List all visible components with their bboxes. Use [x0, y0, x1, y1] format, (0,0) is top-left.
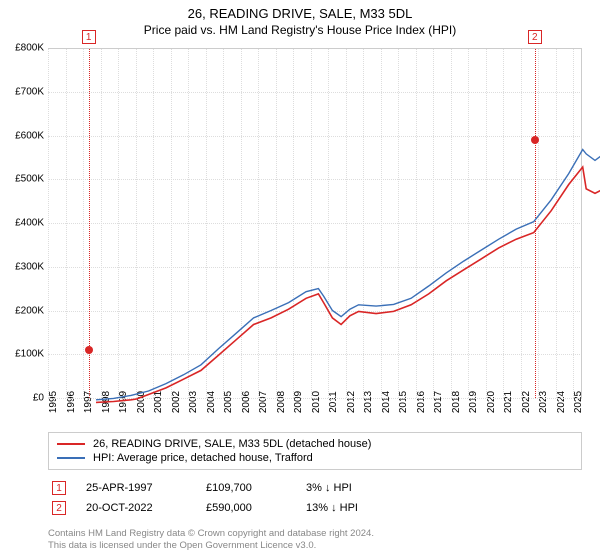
footer: Contains HM Land Registry data © Crown c…	[48, 528, 582, 552]
transactions-table: 1 25-APR-1997 £109,700 3% ↓ HPI 2 20-OCT…	[48, 478, 582, 518]
chart-container: 26, READING DRIVE, SALE, M33 5DL Price p…	[0, 0, 600, 560]
legend-item: 26, READING DRIVE, SALE, M33 5DL (detach…	[57, 437, 573, 451]
series-price_paid	[96, 167, 600, 402]
y-tick-label: £700K	[4, 86, 44, 97]
legend-item: HPI: Average price, detached house, Traf…	[57, 451, 573, 465]
transaction-date: 25-APR-1997	[86, 482, 186, 494]
y-tick-label: £500K	[4, 174, 44, 185]
transaction-price: £109,700	[206, 482, 286, 494]
plot-area	[48, 48, 582, 398]
transaction-delta: 13% ↓ HPI	[306, 502, 396, 514]
transaction-badge: 2	[52, 501, 66, 515]
legend-swatch	[57, 457, 85, 459]
footer-line: This data is licensed under the Open Gov…	[48, 540, 582, 552]
y-tick-label: £0	[4, 393, 44, 404]
transaction-delta: 3% ↓ HPI	[306, 482, 396, 494]
y-tick-label: £200K	[4, 305, 44, 316]
legend-label: 26, READING DRIVE, SALE, M33 5DL (detach…	[93, 438, 371, 450]
y-tick-label: £600K	[4, 130, 44, 141]
transaction-row: 1 25-APR-1997 £109,700 3% ↓ HPI	[48, 478, 582, 498]
marker-point	[85, 346, 93, 354]
transaction-row: 2 20-OCT-2022 £590,000 13% ↓ HPI	[48, 498, 582, 518]
y-tick-label: £300K	[4, 261, 44, 272]
legend-swatch	[57, 443, 85, 445]
legend: 26, READING DRIVE, SALE, M33 5DL (detach…	[48, 432, 582, 470]
marker-badge: 2	[528, 30, 542, 44]
transaction-badge: 1	[52, 481, 66, 495]
line-series	[96, 97, 600, 447]
y-tick-label: £400K	[4, 218, 44, 229]
transaction-date: 20-OCT-2022	[86, 502, 186, 514]
y-tick-label: £100K	[4, 349, 44, 360]
chart-title: 26, READING DRIVE, SALE, M33 5DL	[0, 0, 600, 21]
marker-point	[531, 136, 539, 144]
marker-badge: 1	[82, 30, 96, 44]
series-hpi	[96, 147, 600, 399]
footer-line: Contains HM Land Registry data © Crown c…	[48, 528, 582, 540]
transaction-price: £590,000	[206, 502, 286, 514]
y-tick-label: £800K	[4, 43, 44, 54]
legend-label: HPI: Average price, detached house, Traf…	[93, 452, 313, 464]
